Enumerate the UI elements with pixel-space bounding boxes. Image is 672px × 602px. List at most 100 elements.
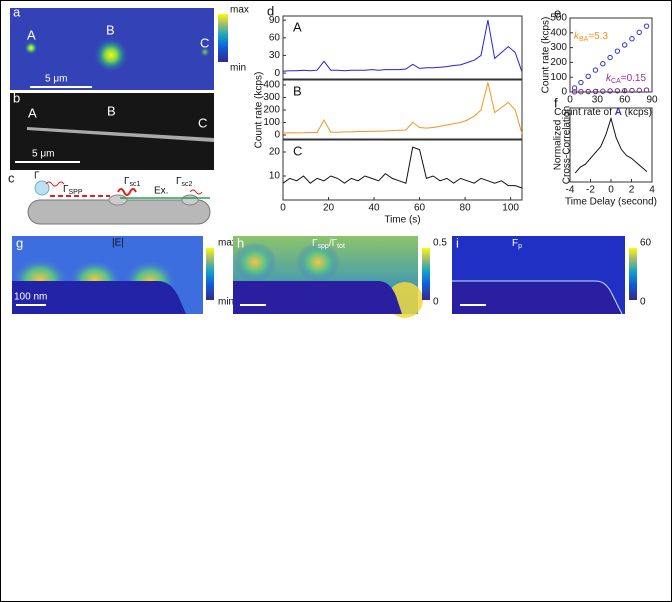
y-tick-label: 10 [269, 171, 281, 182]
x-tick-label: -4 [566, 185, 575, 196]
data-point [614, 88, 621, 94]
rate-label: Γ [34, 171, 40, 182]
x-tick-label: 100 [502, 203, 519, 214]
data-line [282, 82, 523, 134]
annotation: kBA=5.3 [574, 31, 609, 43]
plot-frame [282, 139, 523, 201]
panel-letter: h [237, 235, 244, 250]
trace-label: B [293, 83, 302, 98]
wire-region [233, 281, 402, 314]
data-point [578, 89, 584, 95]
quantum-dot [34, 180, 50, 196]
rate-label: Γsc1 [124, 176, 141, 188]
x-tick-label: 0 [280, 203, 286, 214]
colorbar [422, 248, 430, 300]
y-tick-label: 200 [550, 57, 567, 68]
map-title: |E| [112, 238, 124, 249]
y-tick-label: 0 [274, 130, 280, 141]
x-tick-label: 40 [368, 203, 380, 214]
x-tick-label: 0 [608, 185, 614, 196]
hotspot [233, 242, 277, 282]
scale-label: 100 nm [14, 292, 47, 303]
data-point [578, 79, 584, 86]
data-point [607, 88, 613, 94]
colorbar-label: 0 [640, 297, 646, 308]
x-tick-label: 0 [567, 95, 573, 106]
data-point [643, 87, 650, 93]
panel-letter: c [8, 170, 15, 185]
hotspot [296, 242, 340, 282]
label: B [106, 22, 115, 37]
data-point [621, 87, 628, 94]
colorbar-label: min [230, 63, 246, 74]
data-point [585, 73, 591, 80]
panel-letter: d [267, 3, 274, 18]
y-tick-label: 100 [550, 72, 567, 83]
x-tick-label: -2 [586, 185, 595, 196]
x-tick-label: 60 [619, 95, 631, 106]
colorbar-label: 0 [433, 297, 439, 308]
sem-image [10, 93, 214, 170]
y-tick-label: 400 [550, 27, 567, 38]
panel-letter: b [13, 90, 20, 105]
y-tick-label: 0 [561, 87, 567, 98]
label: A [28, 105, 37, 120]
panel-b: b A B C 5 μm [10, 90, 214, 170]
panel-i: i Fp 60 0 [452, 235, 652, 315]
data-point [571, 85, 578, 91]
x-axis-label: Count rate of A (kcps) [554, 107, 652, 118]
colorbar-label: max [230, 5, 249, 16]
colorbar-label: 60 [640, 238, 652, 249]
panel-c: c Γ ΓSPP Γsc1 Ex. Γsc2 [8, 170, 211, 225]
x-tick-label: 4 [649, 185, 655, 196]
data-point [600, 61, 606, 67]
scale-label: 5 μm [32, 149, 54, 160]
label: B [107, 103, 116, 118]
label: C [198, 115, 207, 130]
map-title: Fp [512, 238, 522, 250]
y-tick-label: 300 [263, 92, 280, 103]
trace-label: A [293, 19, 302, 34]
particle [181, 194, 199, 206]
panel-g: g |E| 100 nm max min [12, 235, 237, 314]
y-axis-label: Cross-Correlation [562, 106, 573, 184]
data-point [636, 87, 642, 94]
scale-label: 5 μm [45, 74, 67, 85]
x-tick-label: 30 [592, 95, 604, 106]
y-axis-label: Normalized [553, 120, 564, 171]
data-point [621, 42, 628, 48]
panel-letter: e [554, 5, 561, 20]
panel-h: h Γspp/Γtot 0.5 0 [233, 235, 447, 318]
plot-frame [282, 15, 523, 80]
colorbar-label: min [218, 297, 234, 308]
particle [108, 194, 128, 206]
data-point [585, 88, 591, 95]
x-tick-label: 20 [323, 203, 335, 214]
panel-letter: f [554, 95, 558, 110]
x-axis-label: Time (s) [384, 215, 420, 226]
x-tick-label: 60 [414, 203, 426, 214]
data-point [600, 88, 606, 94]
data-point [592, 88, 599, 95]
data-point [607, 54, 613, 61]
label: A [27, 27, 36, 42]
data-line [574, 116, 648, 174]
y-axis-label: Count rate (kcps) [541, 17, 552, 94]
y-tick-label: 400 [263, 80, 280, 91]
label: Ex. [154, 186, 168, 197]
data-point [592, 67, 599, 73]
y-tick-label: 300 [550, 42, 567, 53]
y-tick-label: 100 [263, 117, 280, 128]
y-axis-label: Count rate (kcps) [254, 72, 265, 149]
y-tick-label: 20 [269, 147, 281, 158]
y-tick-label: 90 [269, 15, 281, 26]
y-tick-label: 200 [263, 105, 280, 116]
x-tick-label: 90 [646, 95, 658, 106]
colorbar [629, 248, 637, 300]
spot [24, 41, 38, 55]
data-line [282, 20, 523, 73]
map-title: Γspp/Γtot [312, 238, 345, 250]
nanowire [27, 127, 214, 142]
wave [117, 188, 137, 196]
